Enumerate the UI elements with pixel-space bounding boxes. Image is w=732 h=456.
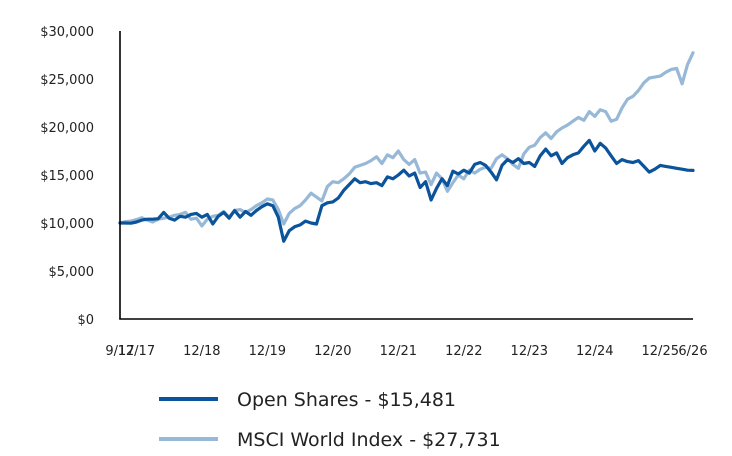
msci-world-index-line [118, 51, 695, 228]
y-tick-label: $0 [77, 313, 94, 328]
y-tick-label: $20,000 [40, 121, 94, 136]
legend-label: MSCI World Index - $27,731 [237, 429, 501, 451]
series-lines [118, 51, 695, 243]
y-tick-label: $15,000 [40, 169, 94, 184]
x-tick-label: 12/19 [249, 344, 286, 359]
x-tick-label: 12/21 [380, 344, 417, 359]
y-tick-label: $25,000 [40, 73, 94, 88]
x-tick-label: 9/17 [105, 344, 134, 359]
x-tick-label: 12/23 [511, 344, 548, 359]
y-tick-label: $30,000 [40, 25, 94, 40]
x-tick-label: 12/22 [445, 344, 482, 359]
x-tick-label: 6/26 [678, 344, 707, 359]
y-tick-label: $10,000 [40, 217, 94, 232]
x-tick-label: 12/20 [314, 344, 351, 359]
x-tick-label: 12/25 [642, 344, 679, 359]
legend-label: Open Shares - $15,481 [237, 389, 456, 411]
y-axis-tick-labels: $0 $5,000 $10,000 $15,000 $20,000 $25,000 $30,… [40, 25, 94, 328]
open-shares-line [118, 138, 695, 243]
y-tick-label: $5,000 [49, 265, 95, 280]
legend: Open Shares - $15,481 MSCI World Index - … [159, 389, 501, 451]
x-tick-label: 12/24 [576, 344, 613, 359]
x-tick-label: 12/18 [183, 344, 220, 359]
x-tick-label: 12/17 [118, 344, 155, 359]
